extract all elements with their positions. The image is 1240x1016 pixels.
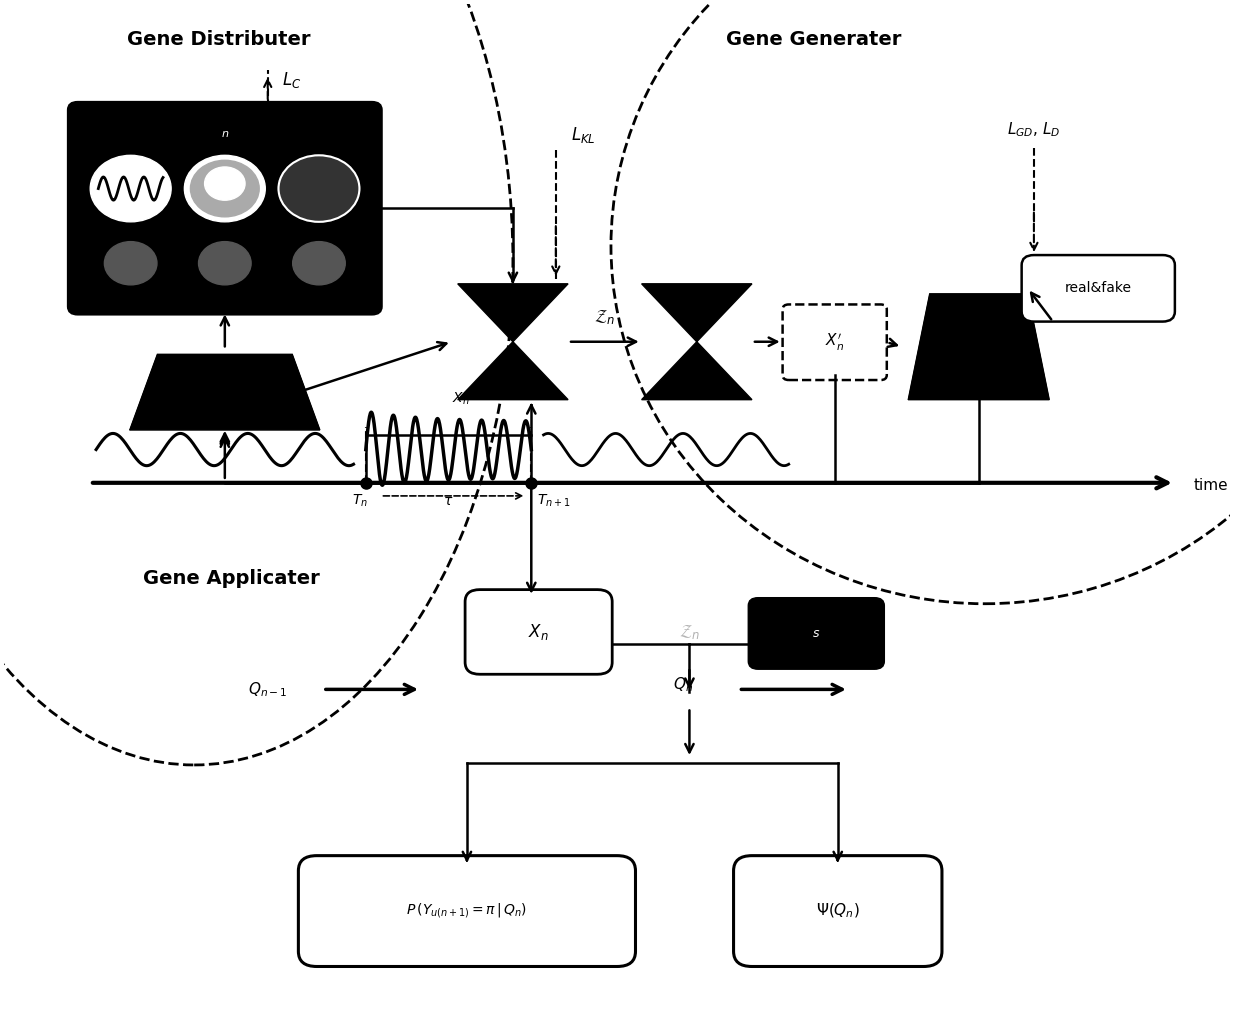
Text: $Q_{n-1}$: $Q_{n-1}$ (248, 680, 288, 699)
Circle shape (205, 167, 246, 200)
Circle shape (198, 242, 252, 284)
Circle shape (104, 242, 157, 284)
Text: $L_C$: $L_C$ (283, 70, 301, 89)
Text: Gene Applicater: Gene Applicater (143, 569, 320, 588)
Text: Gene Distributer: Gene Distributer (126, 29, 310, 49)
FancyBboxPatch shape (748, 597, 884, 670)
Text: $T_{n+1}$: $T_{n+1}$ (537, 493, 572, 509)
Text: $\mathcal{Z}_n$: $\mathcal{Z}_n$ (678, 623, 701, 641)
Text: $\mathcal{Z}_n$: $\mathcal{Z}_n$ (594, 308, 615, 325)
Text: $s$: $s$ (812, 627, 821, 640)
Polygon shape (130, 355, 320, 430)
FancyBboxPatch shape (465, 589, 613, 675)
FancyBboxPatch shape (1022, 255, 1174, 322)
Text: $X_n$: $X_n$ (453, 391, 470, 407)
Text: $L_{GD}$, $L_D$: $L_{GD}$, $L_D$ (1007, 121, 1060, 139)
Text: $\Psi(Q_n)$: $\Psi(Q_n)$ (816, 902, 859, 920)
Text: time: time (1193, 479, 1228, 494)
Circle shape (191, 161, 259, 216)
Circle shape (185, 155, 265, 221)
Text: real&fake: real&fake (1065, 281, 1132, 296)
Text: $L_{KL}$: $L_{KL}$ (570, 125, 595, 145)
Text: $X_n$: $X_n$ (528, 622, 549, 642)
Text: $Q_n$: $Q_n$ (673, 675, 693, 694)
Text: $T_n$: $T_n$ (352, 493, 368, 509)
Circle shape (279, 155, 360, 221)
FancyBboxPatch shape (782, 305, 887, 380)
Text: $X_n'$: $X_n'$ (825, 331, 844, 353)
Text: $\tau$: $\tau$ (444, 494, 454, 508)
Text: $P\,(Y_{u(n+1)} = \pi\,|\,Q_n)$: $P\,(Y_{u(n+1)} = \pi\,|\,Q_n)$ (407, 901, 527, 920)
Text: $n$: $n$ (221, 129, 229, 138)
Polygon shape (908, 294, 1049, 399)
Circle shape (293, 242, 345, 284)
Polygon shape (458, 283, 568, 399)
Polygon shape (641, 283, 751, 399)
FancyBboxPatch shape (68, 102, 382, 315)
Text: Gene Generater: Gene Generater (725, 29, 901, 49)
FancyBboxPatch shape (299, 855, 635, 966)
Circle shape (91, 155, 171, 221)
FancyBboxPatch shape (734, 855, 942, 966)
